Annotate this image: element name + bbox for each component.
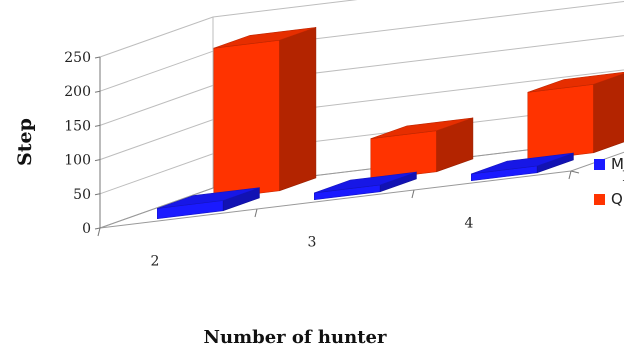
bar-M-4 <box>470 152 574 182</box>
bar-Q-3 <box>370 117 474 181</box>
x-tick-labels: 2 3 4 <box>150 215 473 269</box>
y-axis-title: Step <box>14 118 36 166</box>
bar-top-face <box>370 117 474 139</box>
bar-front-face <box>370 130 438 181</box>
y-tick-mark <box>94 90 101 93</box>
x-tick-mark <box>411 189 415 199</box>
y-tick-mark <box>94 159 101 162</box>
y-tick-label: 200 <box>64 84 91 100</box>
bar-side-face <box>279 26 317 192</box>
x-tick-label: 2 <box>150 253 159 269</box>
y-tick-mark <box>94 227 101 230</box>
x-tick-label: 4 <box>464 215 473 231</box>
legend-swatch <box>594 159 605 170</box>
x-tick-label: 3 <box>307 234 316 250</box>
bar-front-face <box>213 39 281 200</box>
legend: MQ <box>594 155 624 208</box>
bar-side-face <box>593 73 624 154</box>
y-tick-label: 150 <box>64 118 91 134</box>
legend-label: Q <box>611 190 623 208</box>
bar-Q-4 <box>527 71 624 162</box>
depth-tick-mark <box>570 170 580 174</box>
y-tick-mark <box>94 193 101 196</box>
legend-label: M <box>611 155 624 173</box>
bar-M-3 <box>313 171 417 201</box>
bar-Q-2 <box>213 26 317 200</box>
depth-tick-label: M <box>622 169 624 185</box>
x-tick-mark <box>568 170 572 180</box>
y-tick-mark <box>94 124 101 127</box>
bar-M-2 <box>157 187 260 220</box>
bars-layer <box>157 26 624 220</box>
bar-top-face <box>471 152 574 175</box>
bar-top-face <box>213 27 317 49</box>
x-tick-mark <box>254 208 258 218</box>
x-tick-mark <box>97 227 101 237</box>
depth-tick-labels: MQ <box>622 169 624 185</box>
y-tick-label: 100 <box>64 153 91 169</box>
y-tick-mark <box>94 56 101 59</box>
bar-front-face <box>527 83 595 162</box>
y-tick-labels: 0 50 100 150 200 250 <box>64 50 91 237</box>
y-tick-label: 0 <box>82 221 91 237</box>
bar-top-face <box>314 171 417 194</box>
x-axis-title: Number of hunter <box>204 327 387 347</box>
y-tick-label: 250 <box>64 50 91 66</box>
bar-top-face <box>157 187 260 209</box>
gridline-250 <box>99 0 358 58</box>
y-tick-label: 50 <box>73 187 91 203</box>
axes-layer <box>94 56 624 237</box>
legend-swatch <box>594 194 605 205</box>
bar-top-face <box>527 71 624 93</box>
